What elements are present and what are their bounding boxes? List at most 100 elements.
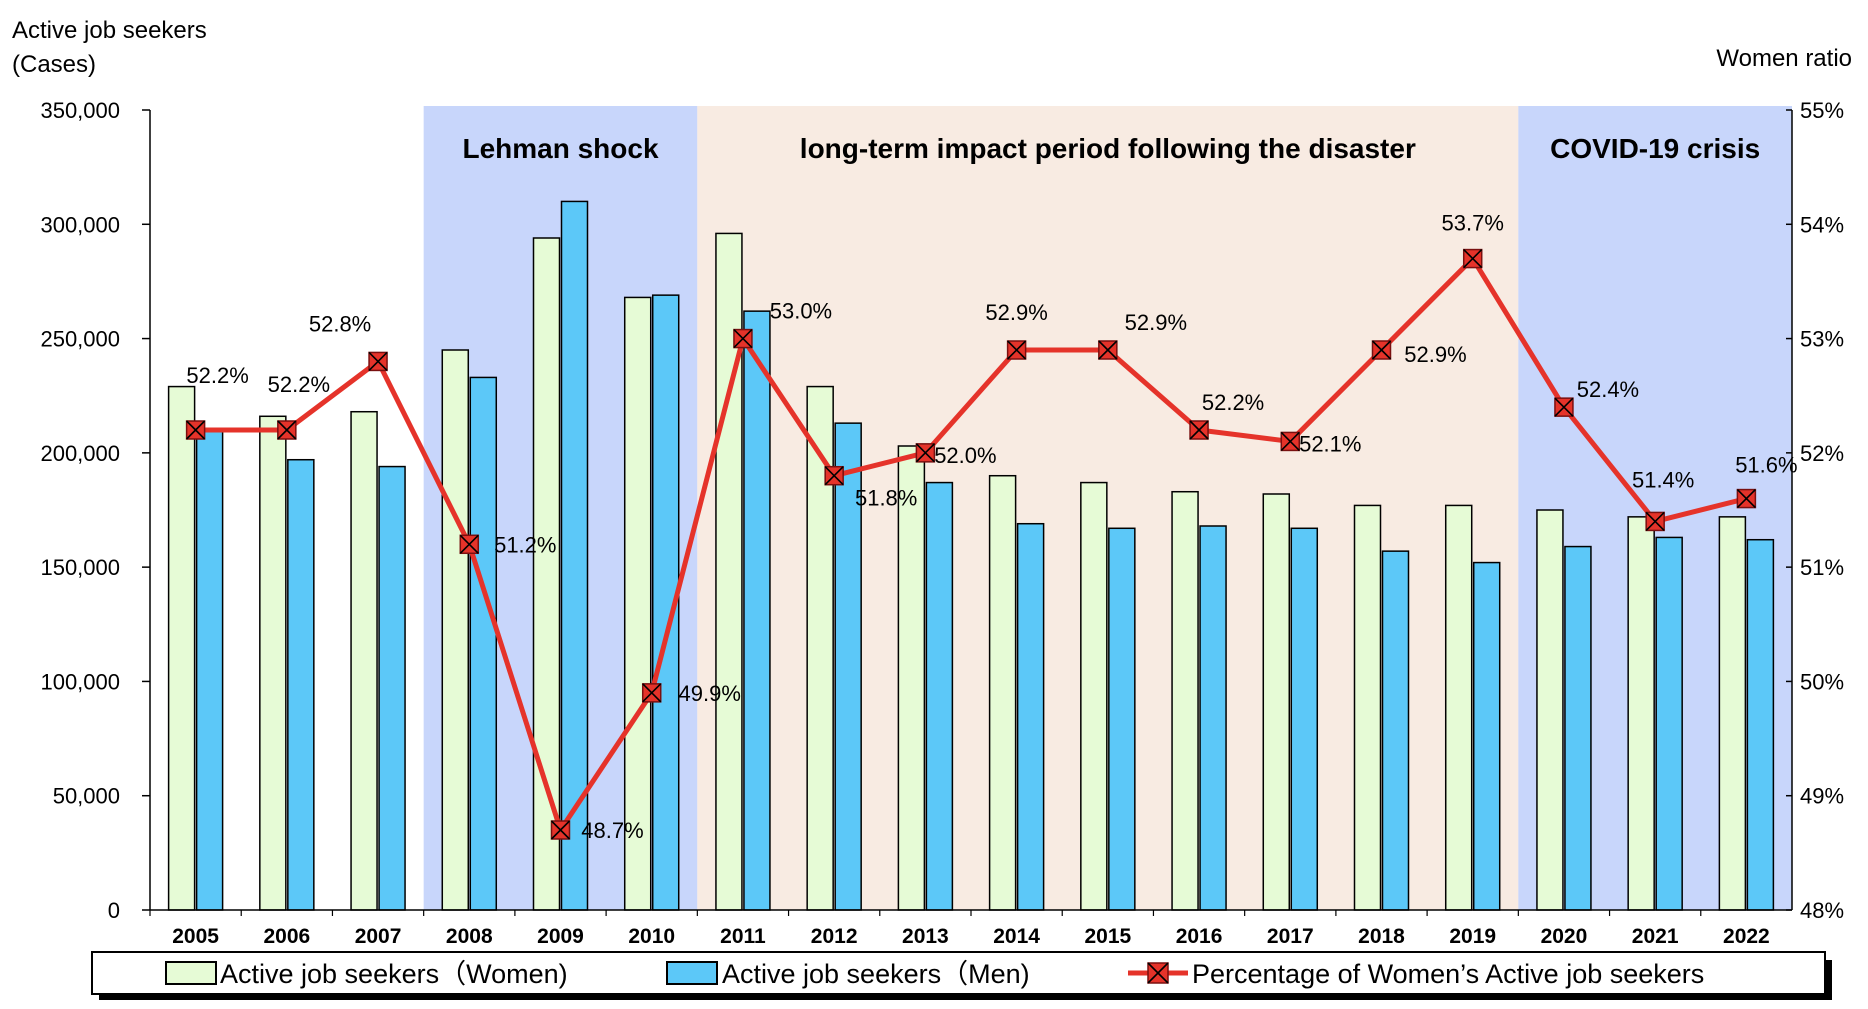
ratio-point-2015	[1098, 340, 1118, 360]
ratio-point-2018	[1371, 340, 1392, 360]
ratio-data-label-2013: 52.0%	[934, 443, 996, 468]
y-right-tick-label: 50%	[1800, 669, 1844, 694]
bars	[167, 200, 1775, 911]
y-left-tick-label: 200,000	[40, 441, 120, 466]
y-left-tick-label: 50,000	[53, 784, 120, 809]
bar-women-2008	[441, 349, 470, 911]
bar-women-2016	[1171, 490, 1199, 911]
bar-men-2008	[469, 376, 498, 911]
bar-men-2012	[834, 422, 862, 911]
legend-label-women: Active job seekers（Women)	[220, 959, 568, 989]
x-tick-label: 2008	[446, 925, 493, 948]
ratio-data-label-2020: 52.4%	[1577, 377, 1639, 402]
x-tick-label: 2005	[172, 925, 219, 948]
x-tick-label: 2011	[720, 925, 766, 948]
y-left-tick-label: 100,000	[40, 669, 120, 694]
ratio-data-labels: 52.2% 52.2% 52.8% 51.2% 48.7% 49.9% 53.0% 51.8%…	[186, 211, 1797, 843]
bar-men-2016	[1199, 525, 1227, 911]
y-right-tick-label: 55%	[1800, 98, 1844, 123]
y-left-axis-title-line1: Active job seekers	[12, 17, 207, 44]
ratio-point-2007	[368, 351, 388, 372]
ratio-marker-cross	[550, 820, 571, 840]
period-label-2: COVID-19 crisis	[1550, 133, 1760, 164]
ratio-marker-cross	[368, 351, 388, 371]
ratio-data-label-2007: 52.8%	[309, 311, 371, 336]
ratio-point-2009	[550, 820, 571, 840]
bar-women-2010	[623, 296, 652, 911]
bar-women-2013	[897, 445, 926, 911]
x-tick-label: 2015	[1084, 925, 1131, 948]
ratio-point-2019	[1462, 248, 1483, 269]
legend-label-ratio: Percentage of Women’s Active job seekers	[1192, 959, 1704, 989]
ratio-data-label-2022: 51.6%	[1735, 453, 1797, 478]
bar-women-2005	[167, 385, 196, 911]
ratio-marker-cross	[1463, 249, 1483, 269]
ratio-marker-cross	[1371, 340, 1392, 360]
bar-women-2014	[988, 474, 1017, 911]
y-right-tick-label: 53%	[1800, 327, 1844, 352]
ratio-data-label-2006: 52.2%	[268, 372, 330, 397]
y-left-axis-title-line2: (Cases)	[12, 51, 96, 78]
bar-men-2022	[1746, 538, 1775, 911]
y-right-tick-label: 51%	[1800, 555, 1844, 580]
bar-women-2018	[1353, 504, 1382, 911]
bar-men-2019	[1472, 561, 1501, 911]
ratio-data-label-2018: 52.9%	[1404, 342, 1466, 367]
ratio-marker-cross	[1189, 420, 1209, 440]
ratio-point-2017	[1280, 431, 1301, 452]
bar-men-2013	[925, 481, 954, 911]
ratio-marker-cross	[1280, 431, 1300, 451]
x-tick-label: 2019	[1449, 925, 1496, 948]
ratio-marker-cross	[915, 443, 935, 463]
bar-women-2020	[1536, 509, 1564, 911]
bar-men-2021	[1655, 536, 1683, 911]
y-left-tick-label: 300,000	[40, 212, 120, 237]
legend-swatch-women	[165, 961, 217, 985]
ratio-point-2010	[641, 683, 662, 703]
ratio-marker-cross	[733, 329, 753, 349]
ratio-point-2013	[915, 443, 936, 463]
ratio-point-2005	[185, 420, 206, 440]
ratio-data-label-2015: 52.9%	[1125, 310, 1187, 335]
ratio-series-line	[195, 256, 1747, 833]
x-tick-label: 2016	[1176, 925, 1223, 948]
bar-men-2017	[1290, 527, 1319, 911]
bar-men-2011	[743, 310, 771, 911]
x-tick-label: 2020	[1541, 925, 1588, 948]
ratio-marker-cross	[824, 466, 844, 486]
x-tick-label: 2009	[537, 925, 584, 948]
ratio-marker-cross	[1098, 340, 1118, 360]
bar-men-2014	[1016, 522, 1045, 911]
y-right-tick-label: 52%	[1800, 441, 1844, 466]
y-right-tick-label: 48%	[1800, 898, 1844, 923]
bar-men-2006	[287, 458, 315, 911]
ratio-marker-cross	[1736, 489, 1756, 509]
ratio-marker-cross	[1007, 340, 1027, 360]
bar-women-2019	[1444, 504, 1473, 911]
y-left-tick-label: 250,000	[40, 327, 120, 352]
bar-women-2022	[1718, 516, 1747, 911]
axes	[142, 109, 1793, 916]
x-tick-label: 2013	[902, 925, 949, 948]
ratio-data-label-2012: 51.8%	[855, 486, 917, 511]
bar-men-2005	[195, 429, 224, 911]
ratio-data-label-2014: 52.9%	[985, 300, 1047, 325]
ratio-marker-cross	[186, 420, 206, 440]
ratio-point-2012	[824, 465, 844, 486]
period-label-1: long-term impact period following the di…	[800, 133, 1416, 164]
ratio-line	[185, 248, 1757, 840]
ratio-data-label-2005: 52.2%	[186, 363, 248, 388]
y-left-tick-label: 350,000	[40, 98, 120, 123]
bar-women-2017	[1262, 493, 1291, 911]
ratio-point-2016	[1189, 420, 1209, 440]
x-tick-label: 2021	[1632, 925, 1679, 948]
period-band-1	[697, 106, 1519, 910]
period-label-0: Lehman shock	[462, 133, 658, 164]
legend-swatch-men	[666, 961, 718, 985]
bar-women-2015	[1080, 481, 1108, 911]
bar-men-2015	[1108, 527, 1136, 911]
bar-women-2009	[532, 237, 561, 911]
y-left-tick-label: 0	[108, 898, 120, 923]
